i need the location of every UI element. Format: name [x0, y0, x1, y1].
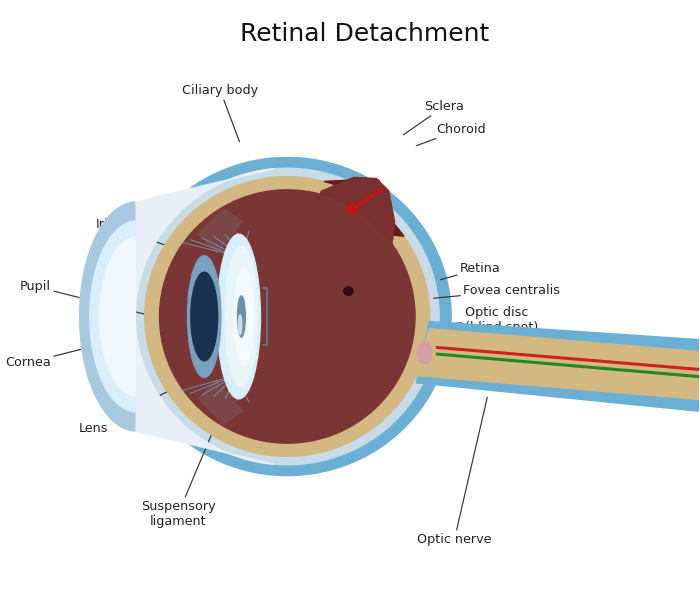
Text: Blood vessels: Blood vessels [461, 338, 559, 351]
Polygon shape [160, 190, 415, 443]
Ellipse shape [238, 315, 242, 335]
Polygon shape [80, 169, 274, 464]
Polygon shape [198, 380, 243, 424]
Text: Retina: Retina [440, 262, 500, 280]
Polygon shape [324, 180, 404, 236]
Text: Optic nerve: Optic nerve [417, 397, 491, 546]
Polygon shape [145, 177, 430, 456]
Text: Suspensory
ligament: Suspensory ligament [141, 419, 218, 528]
Text: Fovea centralis: Fovea centralis [434, 284, 560, 298]
Text: Pupil: Pupil [20, 280, 144, 314]
Text: Sclera: Sclera [403, 100, 464, 135]
Text: Optic disc
(blind spot): Optic disc (blind spot) [447, 306, 538, 333]
Text: Cornea: Cornea [6, 341, 113, 369]
Text: Iris: Iris [96, 218, 169, 247]
Ellipse shape [225, 247, 258, 387]
Polygon shape [99, 237, 135, 396]
Polygon shape [416, 329, 700, 400]
Ellipse shape [234, 267, 254, 366]
Ellipse shape [417, 341, 432, 364]
Circle shape [344, 287, 353, 295]
Polygon shape [123, 157, 451, 476]
Text: Lens: Lens [79, 382, 186, 435]
Ellipse shape [188, 256, 221, 377]
Ellipse shape [237, 296, 245, 337]
Ellipse shape [191, 272, 218, 361]
Polygon shape [80, 202, 135, 431]
Polygon shape [136, 168, 439, 465]
Text: Choroid: Choroid [416, 123, 486, 146]
Polygon shape [198, 209, 243, 253]
Polygon shape [416, 321, 700, 412]
Polygon shape [90, 221, 135, 412]
Text: Ciliary body: Ciliary body [182, 84, 258, 142]
Text: Retinal Detachment: Retinal Detachment [239, 22, 489, 46]
Polygon shape [321, 177, 395, 244]
Ellipse shape [217, 234, 260, 399]
